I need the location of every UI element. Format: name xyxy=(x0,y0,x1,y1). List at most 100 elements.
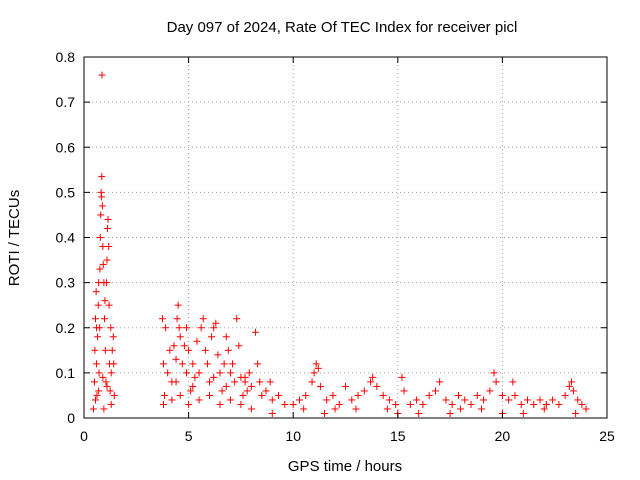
data-point xyxy=(252,328,260,336)
data-point xyxy=(187,387,195,395)
data-point xyxy=(239,391,247,399)
data-point xyxy=(258,391,266,399)
data-point xyxy=(166,346,174,354)
data-point xyxy=(107,400,115,408)
data-point xyxy=(101,315,109,323)
data-point xyxy=(159,400,167,408)
x-axis-title: GPS time / hours xyxy=(288,458,402,475)
data-point xyxy=(183,369,191,377)
data-point xyxy=(210,373,218,381)
data-point xyxy=(289,400,297,408)
x-tick-label: 25 xyxy=(599,428,615,444)
data-point xyxy=(110,360,118,368)
data-point xyxy=(342,382,349,390)
data-point xyxy=(216,400,224,408)
data-point xyxy=(454,391,462,399)
data-point xyxy=(208,333,216,341)
data-point xyxy=(103,224,111,232)
data-point xyxy=(245,369,253,377)
data-point xyxy=(90,378,98,386)
data-point xyxy=(354,391,362,399)
data-point xyxy=(373,382,381,390)
data-point xyxy=(168,396,176,404)
data-point xyxy=(540,405,548,413)
y-tick-label: 0.1 xyxy=(56,365,76,381)
data-point xyxy=(578,400,586,408)
data-point xyxy=(331,405,339,413)
data-point xyxy=(206,391,214,399)
data-point xyxy=(492,378,500,386)
data-point xyxy=(101,297,109,305)
data-point xyxy=(321,409,329,417)
data-point xyxy=(226,396,234,404)
data-point xyxy=(231,378,239,386)
data-point xyxy=(162,324,170,332)
data-point xyxy=(524,396,532,404)
data-point xyxy=(98,71,106,79)
data-point xyxy=(92,288,100,296)
points-layer xyxy=(89,71,590,417)
data-point xyxy=(108,346,116,354)
data-point xyxy=(542,400,550,408)
data-point xyxy=(570,387,578,395)
data-point xyxy=(97,211,105,219)
data-point xyxy=(101,346,109,354)
x-tick-label: 5 xyxy=(185,428,193,444)
y-tick-label: 0.8 xyxy=(56,49,76,65)
data-point xyxy=(100,405,108,413)
data-point xyxy=(159,360,167,368)
data-point xyxy=(383,405,391,413)
data-point xyxy=(106,387,114,395)
data-point xyxy=(195,369,203,377)
data-point xyxy=(206,378,214,386)
data-point xyxy=(193,337,201,345)
data-point xyxy=(103,256,111,264)
data-point xyxy=(109,333,117,341)
data-point xyxy=(300,405,308,413)
data-point xyxy=(352,405,360,413)
data-point xyxy=(235,342,243,350)
data-point xyxy=(413,396,421,404)
data-point xyxy=(567,378,575,386)
data-point xyxy=(561,391,569,399)
data-point xyxy=(316,382,324,390)
data-point xyxy=(191,373,199,381)
data-point xyxy=(172,355,180,363)
data-point xyxy=(105,243,113,251)
data-point xyxy=(517,400,525,408)
data-point xyxy=(212,319,220,327)
data-point xyxy=(379,391,387,399)
data-point xyxy=(189,382,197,390)
data-point xyxy=(95,369,103,377)
y-tick-label: 0.3 xyxy=(56,275,76,291)
data-point xyxy=(241,373,249,381)
data-point xyxy=(314,364,322,372)
data-point xyxy=(214,351,222,359)
data-point xyxy=(93,391,101,399)
data-point xyxy=(477,405,485,413)
data-point xyxy=(92,396,100,404)
data-point xyxy=(480,396,488,404)
data-point xyxy=(436,378,444,386)
data-point xyxy=(295,396,303,404)
data-point xyxy=(457,405,465,413)
data-point xyxy=(406,400,414,408)
data-point xyxy=(203,360,211,368)
data-point xyxy=(268,409,276,417)
y-tick-label: 0.2 xyxy=(56,320,76,336)
data-point xyxy=(490,369,498,377)
data-point xyxy=(266,378,274,386)
data-point xyxy=(158,315,166,323)
data-point xyxy=(226,369,234,377)
data-point xyxy=(335,400,343,408)
data-point xyxy=(262,387,270,395)
data-point xyxy=(530,400,538,408)
data-point xyxy=(185,346,193,354)
x-tick-label: 15 xyxy=(390,428,406,444)
data-point xyxy=(360,387,368,395)
data-point xyxy=(229,360,237,368)
data-point xyxy=(197,324,205,332)
data-point xyxy=(448,400,456,408)
data-point xyxy=(256,378,264,386)
data-point xyxy=(308,378,316,386)
